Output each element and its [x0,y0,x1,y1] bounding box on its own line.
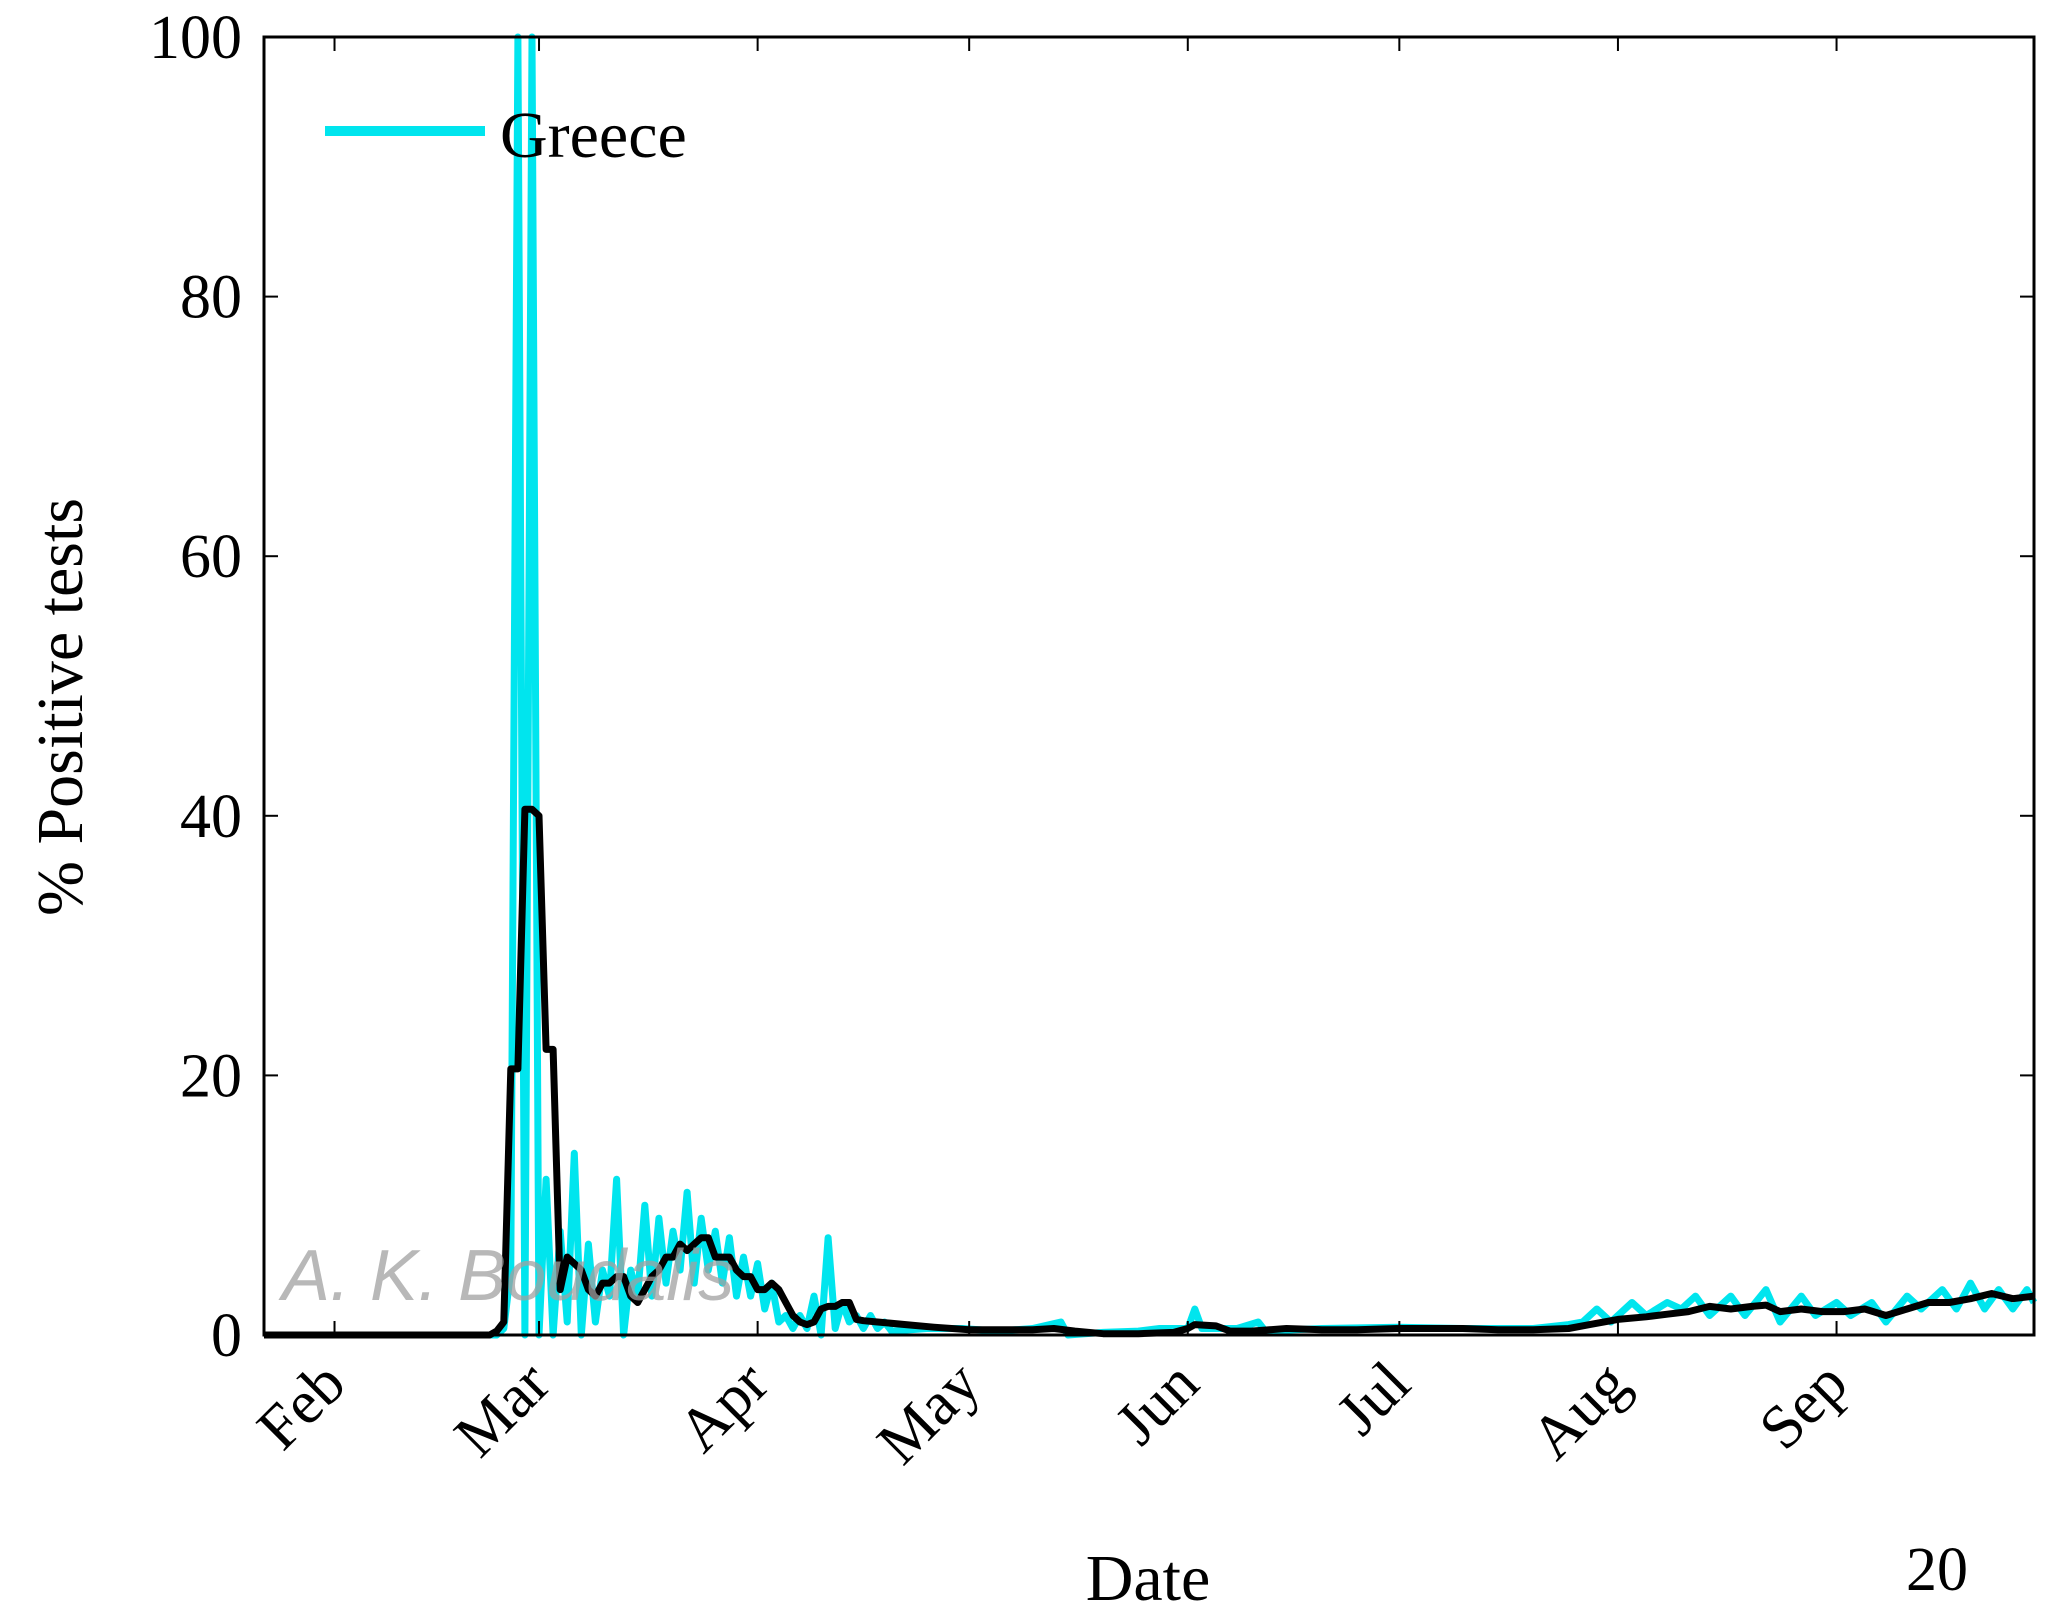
x-tick-labels: Feb Mar Apr May Jun Jul Aug Sep [245,1349,1861,1478]
x-tick-label: Feb [245,1349,359,1463]
x-tick-label: Sep [1747,1349,1861,1463]
y-tick-label: 40 [180,783,242,851]
y-axis-title: % Positive tests [24,498,97,916]
corner-note: 20 [1906,1536,1968,1604]
x-tick-label: Aug [1518,1349,1642,1473]
y-tick-label: 60 [180,523,242,591]
x-axis-title: Date [1086,1542,1211,1615]
y-tick-labels: 0 20 40 60 80 100 [149,4,242,1370]
y-tick-label: 100 [149,4,242,72]
series-line-greece [264,33,2038,1339]
series-line-smoothed-average [264,805,2035,1339]
y-tick-label: 20 [180,1042,242,1110]
x-tick-label: Apr [665,1349,782,1466]
x-tick-label: Jul [1324,1349,1423,1448]
plot-frame [262,35,2036,1337]
x-tick-label: May [865,1349,993,1477]
legend-label-greece: Greece [500,99,687,172]
y-tick-label: 80 [180,264,242,332]
series-layer [264,33,2038,1339]
legend: Greece [325,99,687,172]
y-tick-label: 0 [211,1302,242,1370]
x-tick-label: Mar [442,1349,563,1470]
x-tick-label: Jun [1103,1349,1212,1458]
author-watermark: A. K. Boudalis [278,1236,734,1316]
